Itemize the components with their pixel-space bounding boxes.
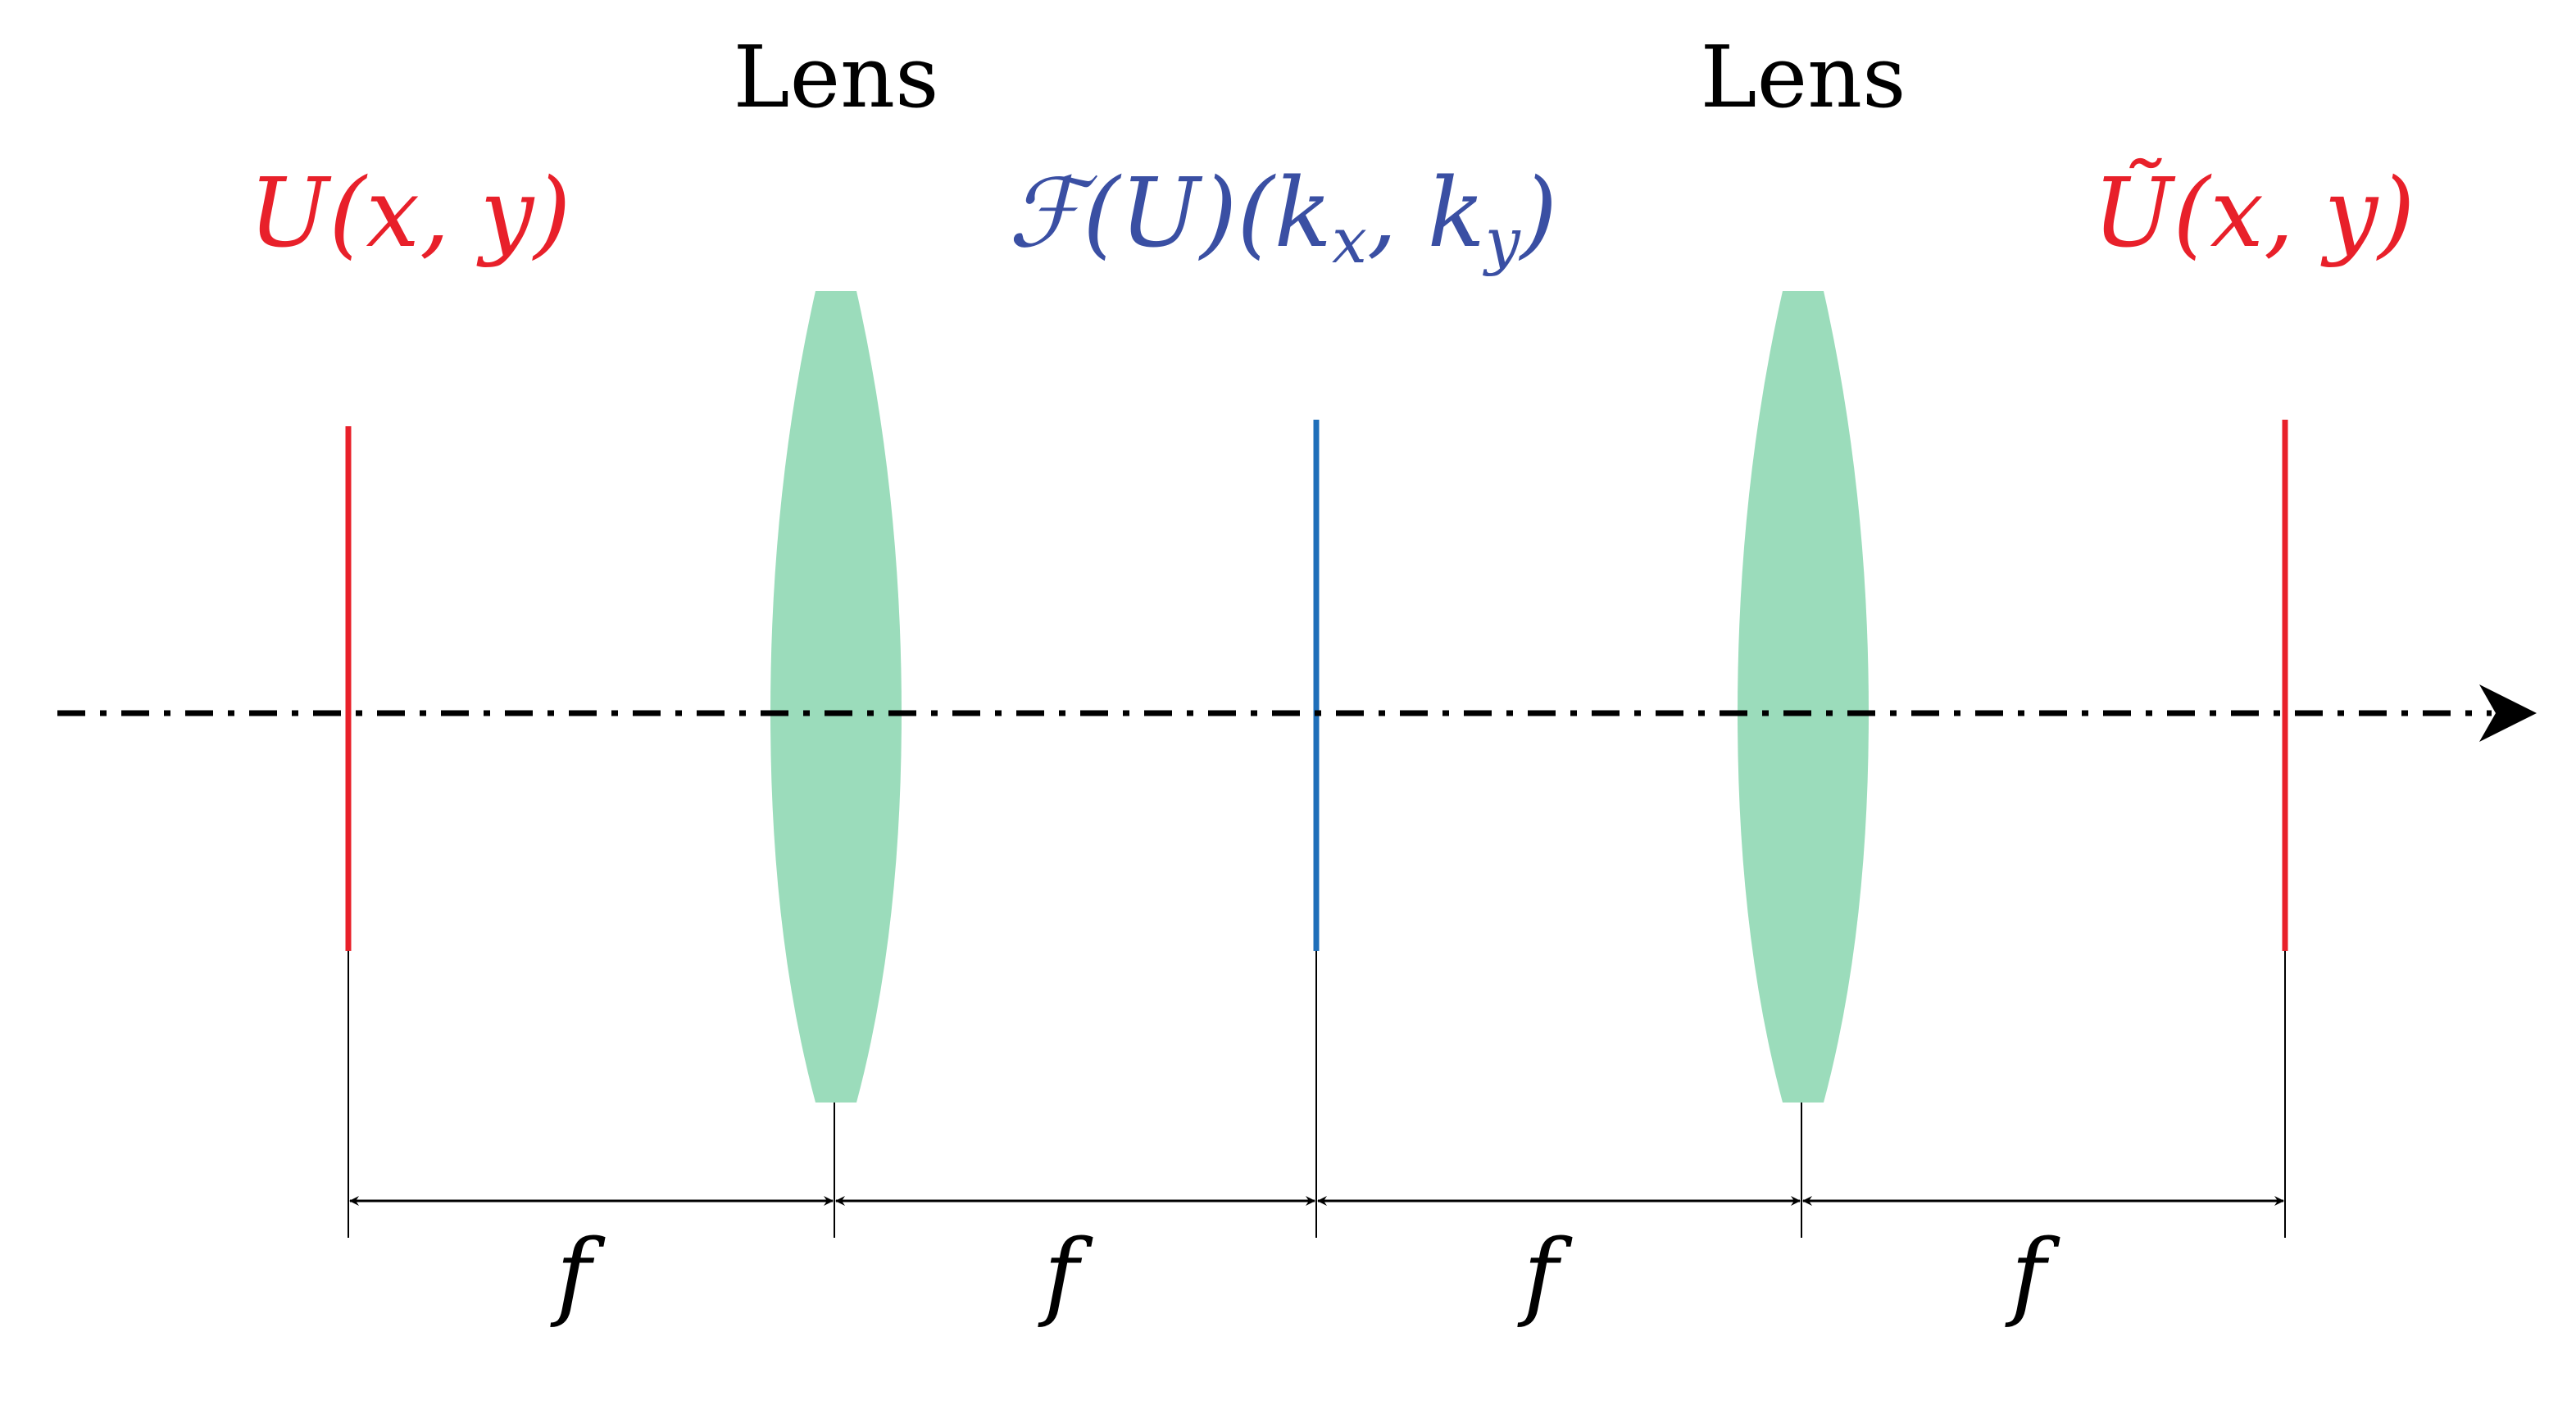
fourier-label-close: ) xyxy=(1518,158,1557,269)
output-field-args: (x, y) xyxy=(2173,158,2415,269)
input-plane-label: U(x, y) xyxy=(249,158,571,269)
fourier-label-mid: (U)(k xyxy=(1083,158,1332,269)
focal-length-label-4: f xyxy=(2005,1220,2061,1330)
output-plane-label: Ũ(x, y) xyxy=(2093,158,2415,269)
input-field-symbol: U xyxy=(249,158,332,269)
fourier-plane-label: ℱ(U)(kx, ky) xyxy=(1008,158,1557,277)
focal-length-label-3: f xyxy=(1517,1220,1574,1330)
input-field-args: (x, y) xyxy=(329,158,570,269)
optical-axis-arrowhead xyxy=(2479,684,2537,742)
fourier-sub-x: x xyxy=(1332,204,1367,277)
lens-label-1: Lens xyxy=(734,27,939,127)
focal-length-label-2: f xyxy=(1038,1220,1094,1330)
lens-label-2: Lens xyxy=(1701,27,1906,127)
lens-1 xyxy=(770,291,902,1103)
lens-2 xyxy=(1738,291,1869,1103)
focal-length-label-1: f xyxy=(550,1220,607,1330)
fourier-sub-y: y xyxy=(1483,204,1521,277)
fourier-label-sep: , k xyxy=(1367,158,1485,269)
output-field-symbol: Ũ xyxy=(2093,158,2176,269)
